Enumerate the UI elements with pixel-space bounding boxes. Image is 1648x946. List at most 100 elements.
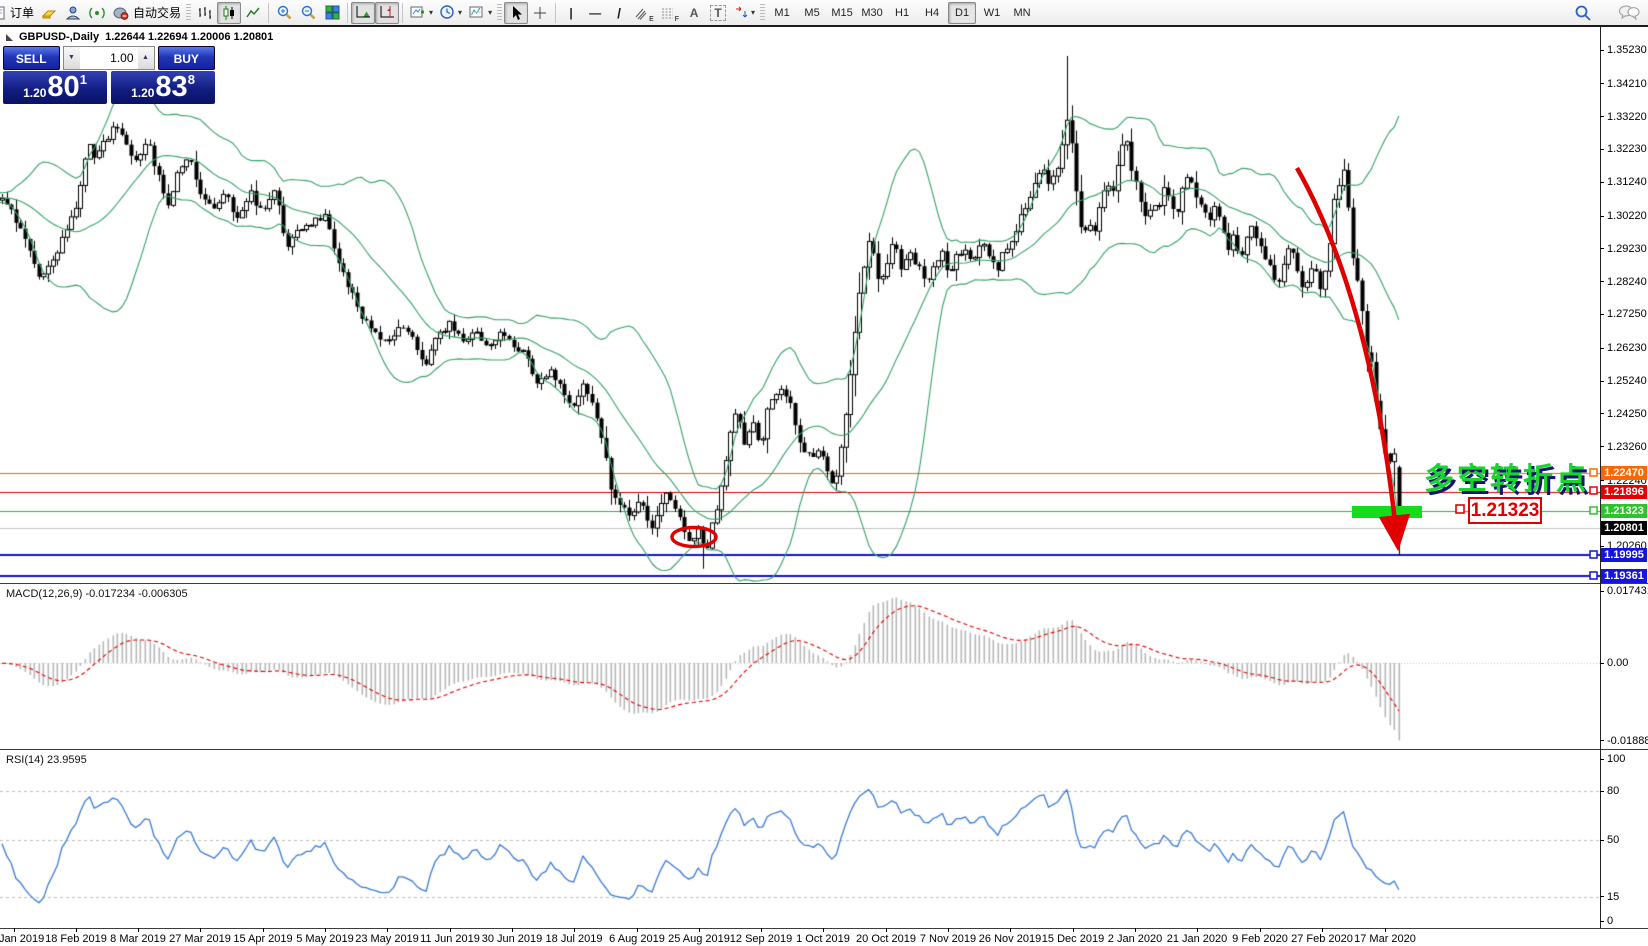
price-alert-label[interactable]: 1.21323 [1601, 503, 1647, 518]
chat-icon[interactable] [1618, 4, 1640, 21]
pane-separator-main-macd[interactable] [0, 583, 1648, 584]
buy-price-display[interactable]: 1.20 83 8 [111, 71, 215, 104]
fibonacci-tool-button[interactable]: F [657, 2, 682, 24]
macd-tick-label: 0.017431 [1607, 585, 1648, 597]
price-alert-label[interactable]: 1.19361 [1601, 568, 1647, 583]
volume-increase-button[interactable]: ▲ [137, 47, 154, 69]
price-tick-mark [1600, 116, 1604, 118]
timeframe-H1[interactable]: H1 [895, 6, 910, 19]
time-axis-tick [76, 928, 77, 932]
timeframe-bar: M1 M5 M15 M30 H1 H4 D1 W1 MN [767, 1, 1037, 24]
candlestick-chart-button[interactable] [217, 1, 242, 24]
line-chart-button[interactable] [241, 2, 265, 24]
price-alert-label[interactable]: 1.20801 [1601, 521, 1647, 536]
macd-label: MACD(12,26,9) -0.017234 -0.006305 [6, 588, 188, 600]
timeframe-MN[interactable]: MN [1013, 6, 1031, 19]
zoom-in-icon [277, 5, 291, 20]
vertical-line-tool-button[interactable]: | [559, 2, 583, 24]
market-watch-button[interactable] [37, 2, 61, 24]
fibonacci-letter: F [674, 15, 680, 23]
buy-button[interactable]: BUY [157, 46, 215, 70]
time-axis-tick [823, 928, 824, 932]
price-tick-mark [1600, 281, 1604, 283]
search-icon[interactable] [1574, 4, 1592, 22]
green-highlight-rectangle[interactable] [1352, 506, 1422, 518]
rsi-tick-label: 15 [1607, 890, 1620, 903]
templates-button[interactable]: ▾ [465, 2, 495, 24]
rsi-label: RSI(14) 23.9595 [6, 754, 87, 766]
timeframe-M30[interactable]: M30 [861, 6, 883, 19]
fibonacci-icon [661, 8, 673, 18]
cursor-tool-button[interactable] [504, 1, 529, 24]
toolbar-grip2[interactable] [497, 3, 503, 22]
arrows-caret-icon[interactable]: ▾ [751, 8, 756, 17]
turning-point-annotation[interactable]: 多空转折点 [1424, 463, 1589, 496]
macd-indicator-pane[interactable] [0, 585, 1600, 749]
price-tick-mark [1600, 413, 1604, 415]
zoom-in-button[interactable] [272, 2, 296, 24]
price-tick-mark [1600, 181, 1604, 183]
price-tick-mark [1600, 49, 1604, 51]
bar-chart-icon [199, 6, 212, 19]
horizontal-line-tool-button[interactable]: — [583, 2, 607, 24]
new-order-button[interactable]: 订单 [0, 2, 37, 24]
volume-input[interactable] [79, 47, 138, 69]
price-alert-label[interactable]: 1.21896 [1601, 484, 1647, 499]
chart-shift-button[interactable] [375, 1, 400, 24]
timeframe-M5[interactable]: M5 [804, 6, 820, 19]
time-axis-label: 9 Feb 2020 [1232, 933, 1288, 945]
vertical-line-icon: | [569, 5, 573, 20]
crosshair-icon [534, 6, 547, 19]
signals-button[interactable] [85, 2, 109, 24]
arrows-tool-button[interactable]: ▾ [730, 2, 758, 24]
time-axis-label: 1 Oct 2019 [796, 933, 850, 945]
price-tick-label: 1.27250 [1607, 308, 1647, 321]
price-alert-label[interactable]: 1.22470 [1601, 465, 1647, 480]
price-tick-label: 1.31240 [1607, 176, 1647, 189]
channel-tool-button[interactable]: E [631, 2, 657, 24]
price-callout-box[interactable]: 1.21323 [1468, 497, 1542, 524]
periods-caret-icon[interactable]: ▾ [458, 8, 463, 17]
timeframe-D1[interactable]: D1 [948, 1, 977, 24]
auto-scroll-button[interactable] [351, 1, 376, 24]
bar-chart-button[interactable] [193, 2, 217, 24]
text-tool-button[interactable]: A [682, 2, 706, 24]
price-alert-label[interactable]: 1.19995 [1601, 547, 1647, 562]
timeframe-M1[interactable]: M1 [774, 6, 790, 19]
timeframe-W1[interactable]: W1 [983, 6, 1001, 19]
sell-button[interactable]: SELL [3, 46, 60, 70]
time-axis-label: 2 Jan 2020 [1107, 933, 1163, 945]
time-axis-tick [1322, 928, 1323, 932]
collapse-triangle-icon[interactable] [6, 33, 13, 41]
trendline-tool-button[interactable]: / [607, 2, 631, 24]
new-chart-button[interactable]: ▾ [406, 2, 436, 24]
sell-price-display[interactable]: 1.20 80 1 [3, 71, 107, 104]
text-label-tool-button[interactable]: T [706, 2, 730, 24]
toolbar-grip[interactable] [186, 3, 192, 22]
clock-icon [440, 5, 454, 19]
auto-trading-button[interactable]: 自动交易 [109, 2, 184, 24]
new-chart-caret-icon[interactable]: ▾ [429, 8, 434, 17]
tile-windows-button[interactable] [320, 2, 344, 24]
time-axis-label: 20 Oct 2019 [856, 933, 916, 945]
arrow-objects-icon [736, 6, 748, 18]
auto-trading-label: 自动交易 [133, 6, 182, 20]
volume-decrease-button[interactable]: ▼ [63, 47, 80, 69]
toolbar-grip3[interactable] [760, 3, 766, 22]
zoom-out-button[interactable] [296, 2, 320, 24]
time-axis-label: 8 Mar 2019 [110, 933, 166, 945]
timeframe-H4[interactable]: H4 [925, 6, 940, 19]
periods-button[interactable]: ▾ [436, 2, 465, 24]
rsi-indicator-pane[interactable] [0, 751, 1600, 928]
crosshair-tool-button[interactable] [528, 2, 552, 24]
templates-caret-icon[interactable]: ▾ [488, 8, 493, 17]
time-axis-label: 18 Jul 2019 [545, 933, 603, 945]
pane-separator-macd-rsi[interactable] [0, 749, 1648, 750]
accounts-button[interactable] [61, 2, 85, 24]
main-price-chart[interactable] [0, 27, 1600, 583]
sell-price-sup: 1 [79, 72, 87, 87]
volume-stepper: ▼ ▲ [62, 46, 155, 70]
timeframe-M15[interactable]: M15 [831, 6, 853, 19]
time-axis-tick [761, 928, 762, 932]
